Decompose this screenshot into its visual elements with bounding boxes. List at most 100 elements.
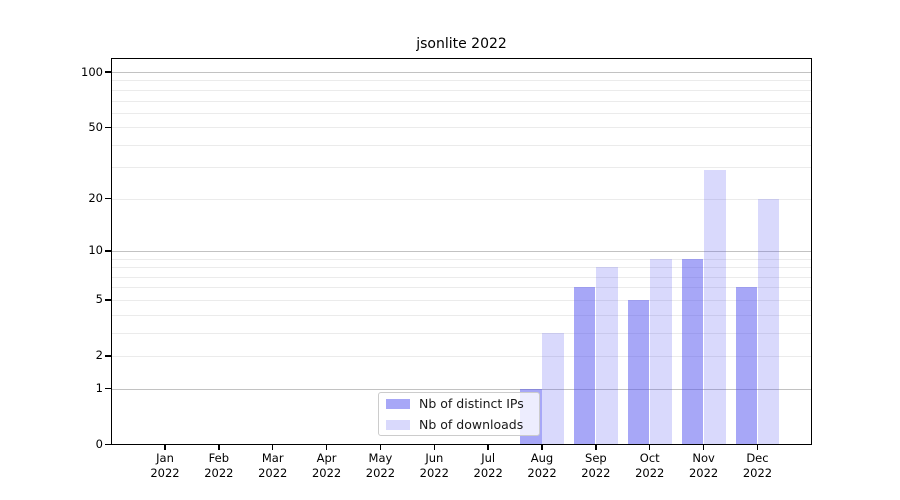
x-tick-month: Jul	[481, 450, 496, 465]
legend-item-distinct-ips: Nb of distinct IPs	[386, 394, 539, 413]
x-tick-label: Sep 2022	[556, 451, 636, 482]
gridline-minor	[112, 332, 811, 334]
gridline-major	[112, 388, 811, 390]
y-tick-label: 100	[81, 64, 103, 79]
x-tick-year: 2022	[204, 466, 234, 480]
gridline-minor	[112, 100, 811, 102]
bar-downloads	[542, 332, 564, 445]
x-tick-mark	[487, 444, 489, 450]
x-tick-mark	[649, 444, 651, 450]
x-tick-mark	[433, 444, 435, 450]
x-tick-label: Apr 2022	[287, 451, 367, 482]
gridline-minor	[112, 276, 811, 278]
x-tick-mark	[164, 444, 166, 450]
gridline-minor	[112, 198, 811, 200]
y-tick-mark	[105, 299, 111, 301]
x-tick-mark	[595, 444, 597, 450]
y-tick-label: 50	[88, 119, 103, 134]
x-tick-year: 2022	[258, 466, 288, 480]
y-tick-mark	[105, 71, 111, 73]
bar-distinct-ips	[681, 258, 704, 445]
gridline-minor	[112, 299, 811, 301]
legend: Nb of distinct IPs Nb of downloads	[378, 392, 540, 436]
x-tick-month: Oct	[639, 450, 660, 465]
legend-item-downloads: Nb of downloads	[386, 415, 539, 434]
gridline-minor	[112, 314, 811, 316]
x-tick-month: Nov	[692, 450, 715, 465]
legend-swatch-distinct-ips	[386, 398, 410, 409]
bar-distinct-ips	[735, 287, 758, 445]
y-tick-mark	[105, 355, 111, 357]
y-tick-label: 1	[95, 381, 103, 396]
legend-label-downloads: Nb of downloads	[419, 417, 524, 432]
x-tick-year: 2022	[688, 466, 719, 480]
y-tick-label: 0	[95, 437, 103, 451]
gridline-minor	[112, 127, 811, 129]
gridline-minor	[112, 89, 811, 91]
x-tick-label: Aug 2022	[502, 451, 582, 482]
x-tick-month: Dec	[746, 450, 769, 465]
x-tick-month: May	[368, 450, 393, 465]
x-tick-year: 2022	[150, 466, 180, 480]
x-tick-mark	[325, 444, 328, 450]
x-tick-label: Feb 2022	[179, 451, 259, 482]
bar-downloads	[704, 170, 726, 445]
x-tick-year: 2022	[419, 466, 449, 480]
x-tick-mark	[272, 444, 274, 450]
x-tick-year: 2022	[742, 466, 773, 480]
chart-title: jsonlite 2022	[416, 36, 507, 52]
x-tick-label: May 2022	[340, 451, 420, 482]
bar-distinct-ips	[627, 299, 650, 445]
bar-distinct-ips	[573, 287, 596, 445]
x-tick-mark	[756, 444, 759, 450]
x-tick-year: 2022	[473, 466, 503, 480]
x-tick-month: Jan	[156, 450, 174, 465]
x-tick-year: 2022	[581, 466, 611, 480]
x-tick-mark	[379, 444, 382, 450]
x-tick-year: 2022	[365, 466, 396, 480]
x-tick-label: Nov 2022	[664, 451, 744, 482]
gridline-minor	[112, 258, 811, 260]
y-tick-mark	[105, 126, 111, 128]
bar-downloads	[650, 258, 672, 445]
y-tick-mark	[105, 198, 111, 200]
bar-downloads	[596, 267, 618, 445]
x-tick-month: Feb	[208, 450, 230, 465]
x-tick-mark	[702, 444, 705, 450]
gridline-minor	[112, 112, 811, 114]
bar-downloads	[757, 198, 780, 445]
gridline-minor	[112, 287, 811, 289]
gridline-minor	[112, 355, 811, 357]
x-tick-year: 2022	[527, 466, 557, 480]
y-tick-label: 10	[88, 243, 103, 258]
x-tick-label: Dec 2022	[717, 451, 797, 482]
gridline-minor	[112, 167, 811, 169]
x-tick-month: Mar	[261, 450, 284, 465]
x-tick-month: Apr	[316, 450, 337, 465]
x-tick-label: Jan 2022	[125, 451, 205, 482]
y-tick-mark	[105, 250, 111, 252]
x-tick-label: Mar 2022	[233, 451, 313, 482]
x-tick-label: Jul 2022	[448, 451, 528, 482]
x-tick-mark	[218, 444, 220, 450]
y-tick-label: 2	[95, 348, 103, 363]
legend-label-distinct-ips: Nb of distinct IPs	[419, 396, 524, 411]
x-tick-label: Oct 2022	[610, 451, 690, 482]
gridline-minor	[112, 144, 811, 146]
gridline-minor	[112, 80, 811, 82]
gridline-major	[112, 72, 811, 74]
y-tick-mark	[105, 387, 111, 390]
gridline-major	[112, 250, 811, 252]
y-tick-label: 5	[95, 292, 103, 307]
plot-area: Nb of distinct IPs Nb of downloads	[111, 58, 812, 445]
x-tick-label: Jun 2022	[394, 451, 474, 482]
y-tick-mark	[105, 443, 111, 446]
gridline-minor	[112, 267, 811, 269]
x-tick-year: 2022	[635, 466, 665, 480]
x-tick-year: 2022	[311, 466, 342, 480]
x-tick-month: Sep	[585, 450, 607, 465]
legend-swatch-downloads	[386, 419, 410, 430]
x-tick-mark	[541, 444, 543, 450]
x-tick-month: Aug	[530, 450, 554, 465]
